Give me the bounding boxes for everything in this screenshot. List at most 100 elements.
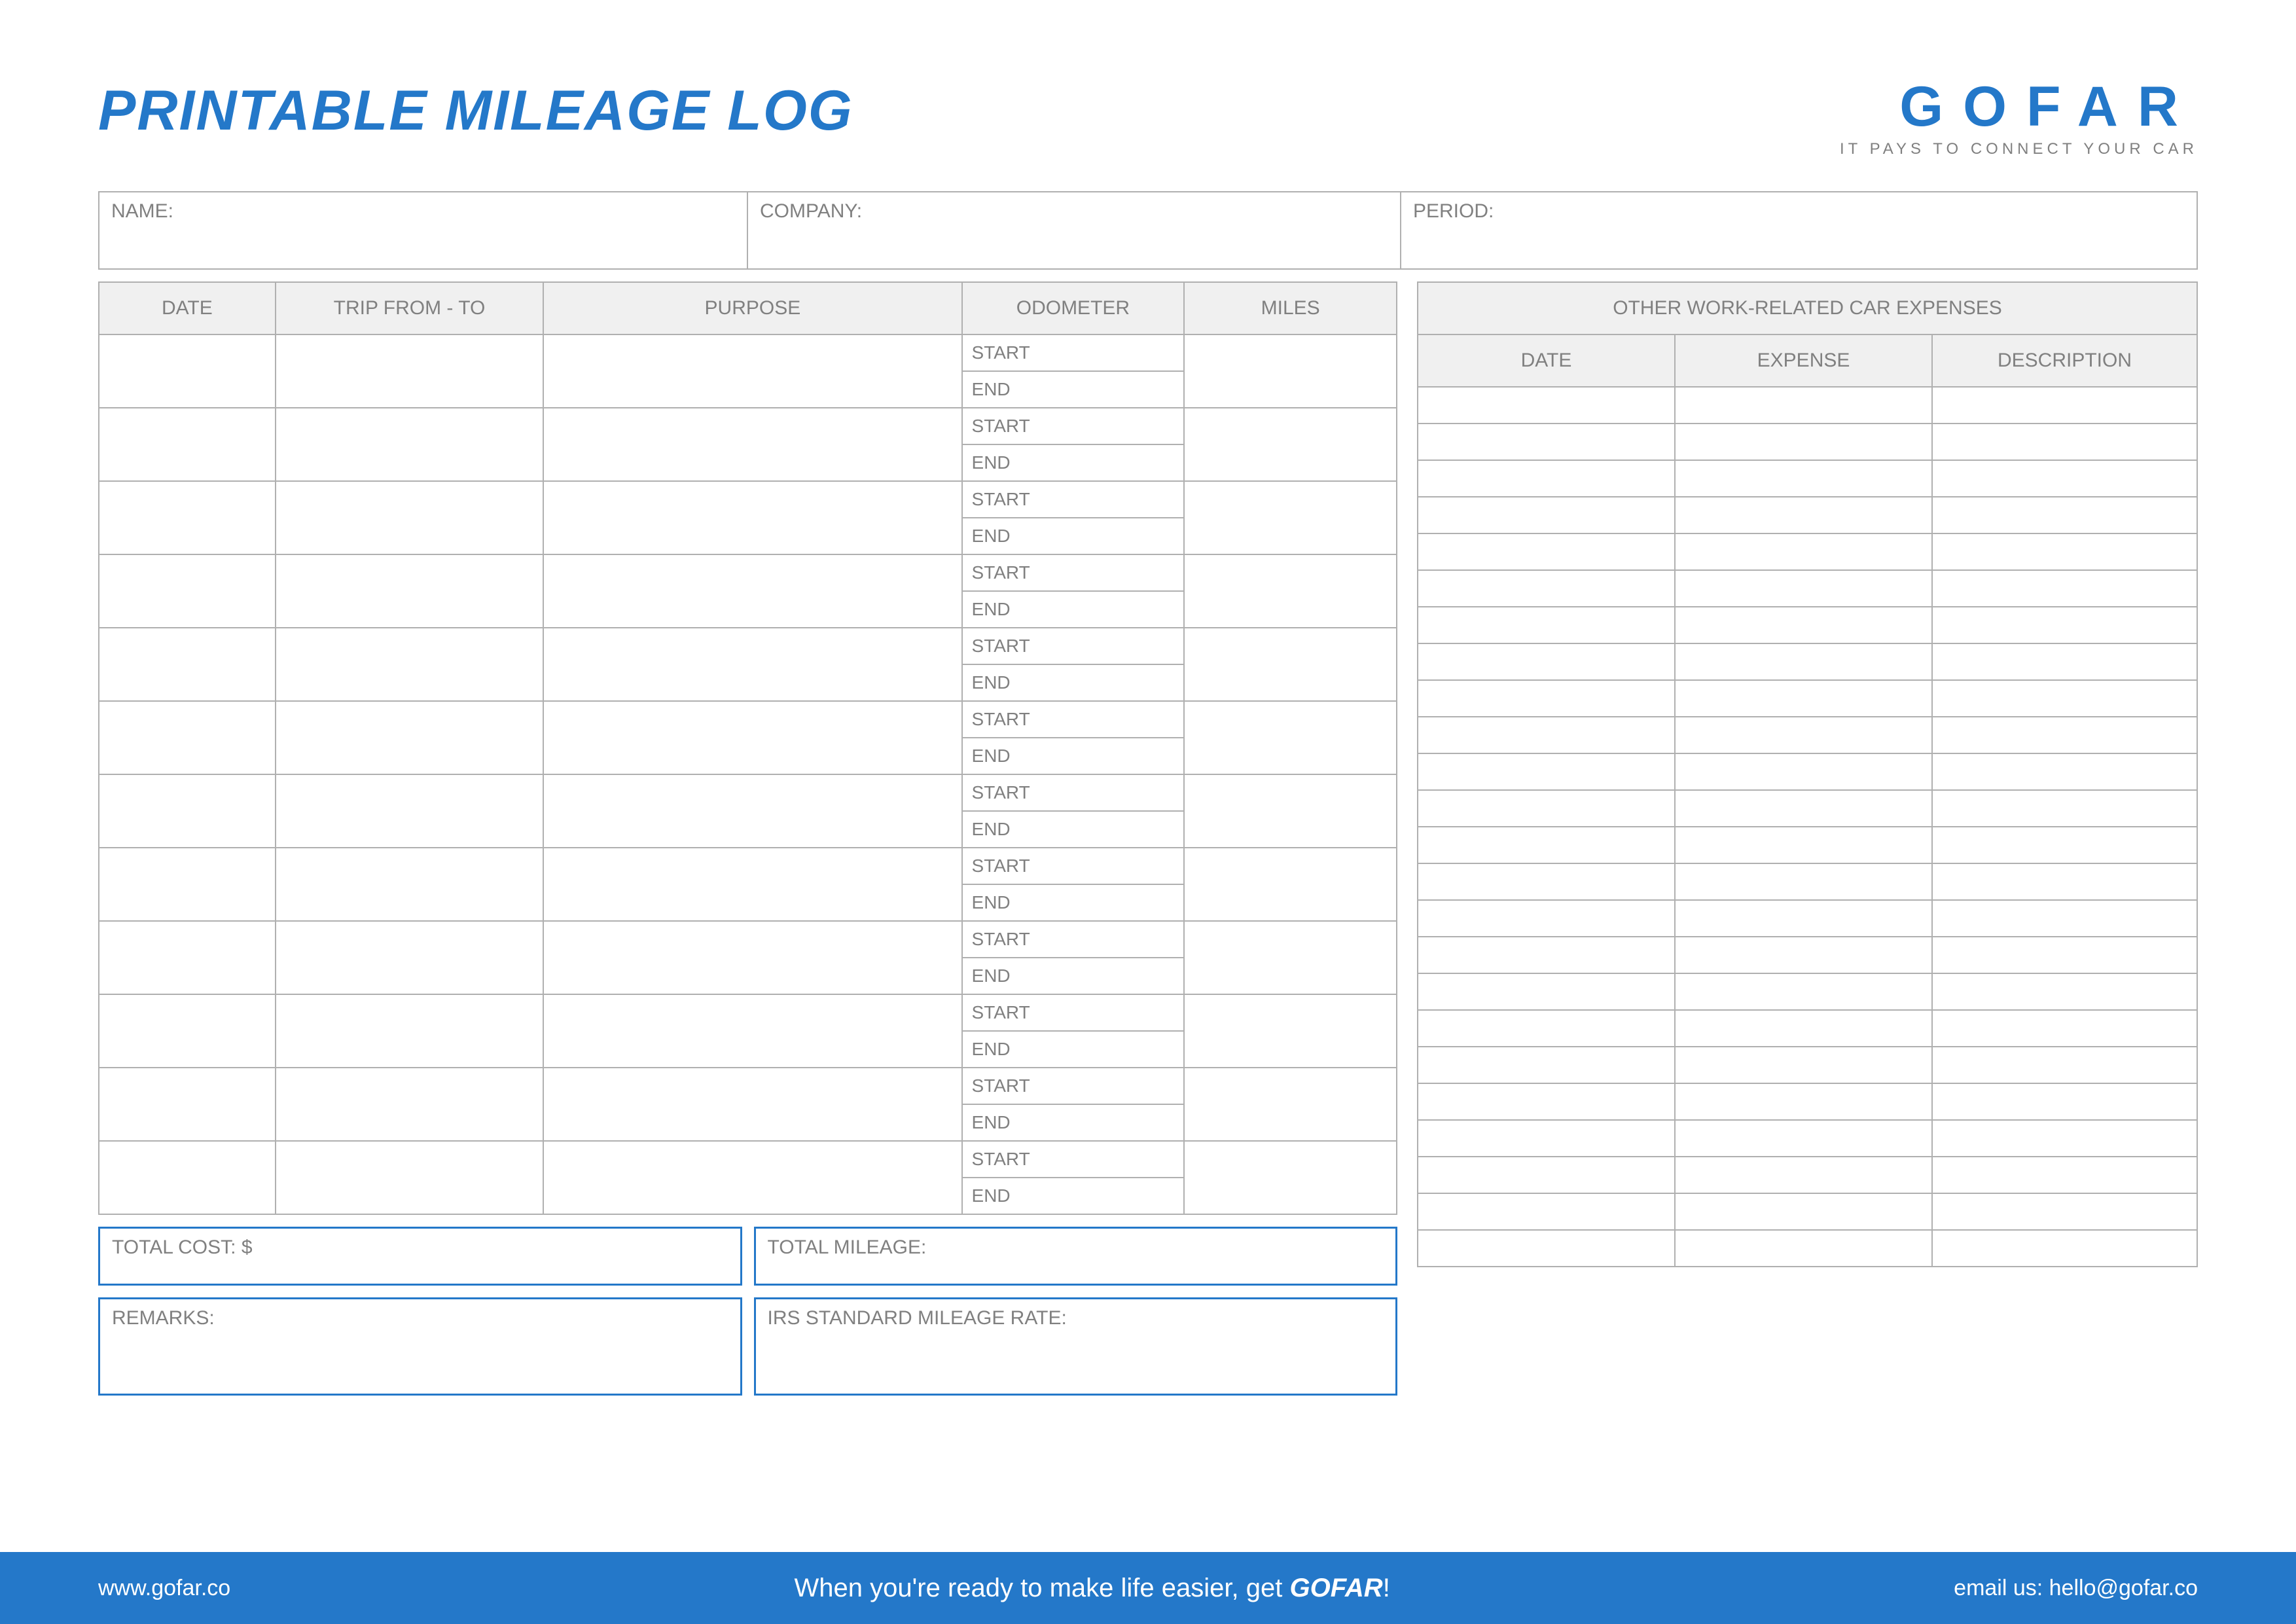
cell-odo-end: END [962, 371, 1185, 408]
expense-row [1418, 387, 2197, 424]
expense-row [1418, 717, 2197, 753]
exp-cell-expense [1675, 900, 1932, 937]
exp-cell-description [1932, 1157, 2197, 1193]
cell-trip [276, 628, 544, 701]
cell-miles [1184, 774, 1397, 848]
exp-cell-expense [1675, 1157, 1932, 1193]
exp-cell-expense [1675, 570, 1932, 607]
cell-odo-start: START [962, 408, 1185, 444]
mileage-row: START [99, 554, 1397, 591]
col-odometer: ODOMETER [962, 282, 1185, 334]
cell-odo-end: END [962, 1178, 1185, 1214]
cell-miles [1184, 994, 1397, 1068]
exp-cell-date [1418, 387, 1675, 424]
exp-cell-date [1418, 973, 1675, 1010]
cell-odo-start: START [962, 994, 1185, 1031]
exp-cell-date [1418, 1010, 1675, 1047]
exp-cell-description [1932, 863, 2197, 900]
cell-purpose [543, 481, 961, 554]
exp-cell-description [1932, 643, 2197, 680]
exp-col-description: DESCRIPTION [1932, 334, 2197, 387]
expense-row [1418, 424, 2197, 460]
cell-trip [276, 481, 544, 554]
cell-odo-end: END [962, 518, 1185, 554]
header: PRINTABLE MILEAGE LOG GOFAR IT PAYS TO C… [98, 79, 2198, 158]
expense-row [1418, 973, 2197, 1010]
cell-purpose [543, 1068, 961, 1141]
cell-purpose [543, 554, 961, 628]
cell-date [99, 481, 276, 554]
summary-grid: TOTAL COST: $ TOTAL MILEAGE: REMARKS: IR… [98, 1227, 1397, 1396]
cell-date [99, 1068, 276, 1141]
mileage-row: START [99, 408, 1397, 444]
exp-cell-description [1932, 753, 2197, 790]
exp-cell-description [1932, 717, 2197, 753]
cell-trip [276, 921, 544, 994]
cell-odo-start: START [962, 848, 1185, 884]
exp-cell-date [1418, 753, 1675, 790]
cell-odo-start: START [962, 1068, 1185, 1104]
expense-row [1418, 1047, 2197, 1083]
footer-email: email us: hello@gofar.co [1954, 1576, 2198, 1601]
cell-odo-start: START [962, 481, 1185, 518]
mileage-row: START [99, 701, 1397, 738]
expense-row [1418, 680, 2197, 717]
exp-cell-description [1932, 1083, 2197, 1120]
cell-trip [276, 774, 544, 848]
exp-cell-date [1418, 1157, 1675, 1193]
mileage-row: START [99, 1068, 1397, 1104]
exp-cell-expense [1675, 460, 1932, 497]
expense-row [1418, 607, 2197, 643]
cell-odo-end: END [962, 958, 1185, 994]
footer-bar: www.gofar.co When you're ready to make l… [0, 1552, 2296, 1624]
cell-miles [1184, 701, 1397, 774]
mileage-row: START [99, 774, 1397, 811]
exp-cell-description [1932, 790, 2197, 827]
exp-cell-description [1932, 973, 2197, 1010]
exp-cell-expense [1675, 607, 1932, 643]
total-mileage-box: TOTAL MILEAGE: [754, 1227, 1398, 1286]
brand-name: GOFAR [1840, 79, 2198, 135]
expense-row [1418, 863, 2197, 900]
exp-cell-expense [1675, 533, 1932, 570]
exp-cell-description [1932, 497, 2197, 533]
exp-cell-description [1932, 1193, 2197, 1230]
brand-tagline: IT PAYS TO CONNECT YOUR CAR [1840, 140, 2198, 158]
period-field-label: PERIOD: [1401, 192, 2197, 268]
expense-row [1418, 533, 2197, 570]
cell-miles [1184, 408, 1397, 481]
col-trip: TRIP FROM - TO [276, 282, 544, 334]
cell-miles [1184, 921, 1397, 994]
expense-row [1418, 1157, 2197, 1193]
cell-purpose [543, 921, 961, 994]
cell-miles [1184, 334, 1397, 408]
col-purpose: PURPOSE [543, 282, 961, 334]
exp-cell-date [1418, 497, 1675, 533]
exp-cell-expense [1675, 1010, 1932, 1047]
footer-url: www.gofar.co [98, 1576, 230, 1601]
exp-cell-description [1932, 1047, 2197, 1083]
exp-cell-expense [1675, 790, 1932, 827]
expense-row [1418, 643, 2197, 680]
exp-cell-description [1932, 900, 2197, 937]
col-date: DATE [99, 282, 276, 334]
exp-cell-expense [1675, 387, 1932, 424]
exp-cell-expense [1675, 497, 1932, 533]
exp-cell-date [1418, 570, 1675, 607]
cell-date [99, 848, 276, 921]
exp-cell-expense [1675, 827, 1932, 863]
cell-trip [276, 994, 544, 1068]
footer-cta: When you're ready to make life easier, g… [795, 1574, 1390, 1603]
exp-cell-date [1418, 1120, 1675, 1157]
exp-cell-date [1418, 1193, 1675, 1230]
cell-odo-start: START [962, 554, 1185, 591]
cell-odo-start: START [962, 1141, 1185, 1178]
expense-row [1418, 1193, 2197, 1230]
cell-date [99, 994, 276, 1068]
cell-odo-start: START [962, 628, 1185, 664]
cell-odo-end: END [962, 1031, 1185, 1068]
cell-odo-start: START [962, 921, 1185, 958]
cell-date [99, 628, 276, 701]
col-miles: MILES [1184, 282, 1397, 334]
exp-cell-expense [1675, 1193, 1932, 1230]
